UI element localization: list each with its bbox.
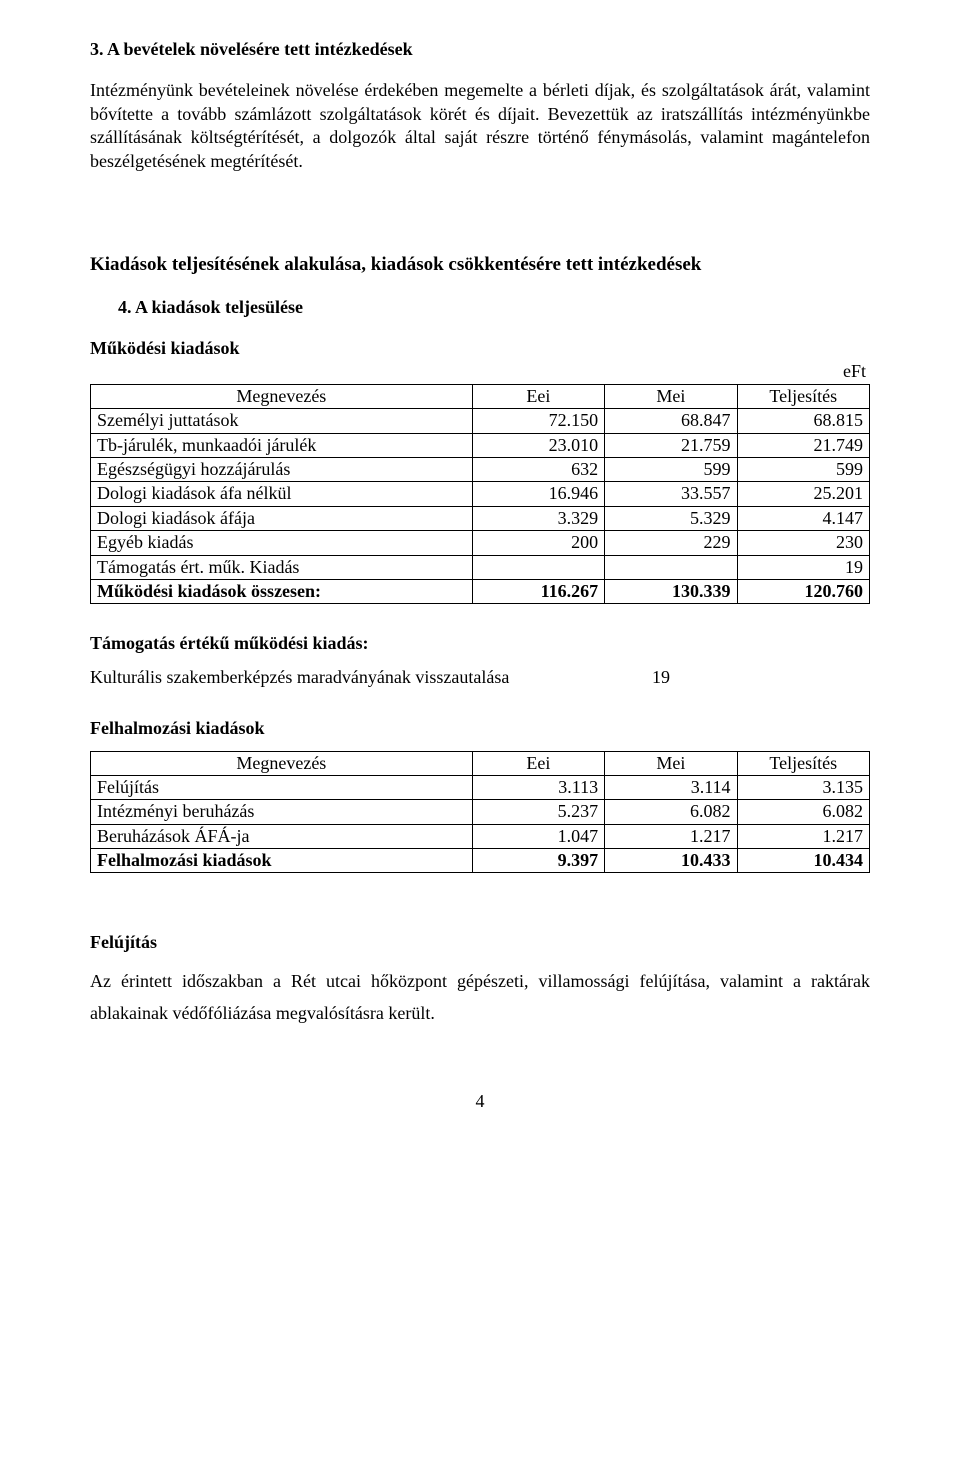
col-mei: Mei — [605, 384, 737, 408]
cell-eei — [472, 555, 604, 579]
table-row: Egészségügyi hozzájárulás 632 599 599 — [91, 457, 870, 481]
cell-name: Egészségügyi hozzájárulás — [91, 457, 473, 481]
felujitas-paragraph: Az érintett időszakban a Rét utcai hőköz… — [90, 965, 870, 1030]
table-total-row: Működési kiadások összesen: 116.267 130.… — [91, 579, 870, 603]
col-megnevezes: Megnevezés — [91, 751, 473, 775]
cell-name: Beruházások ÁFÁ-ja — [91, 824, 473, 848]
kiadasok-title: Kiadások teljesítésének alakulása, kiadá… — [90, 253, 870, 278]
cell-mei: 33.557 — [605, 482, 737, 506]
cell-total-eei: 116.267 — [472, 579, 604, 603]
table-row: Felújítás 3.113 3.114 3.135 — [91, 775, 870, 799]
cell-mei: 229 — [605, 531, 737, 555]
mukodesi-title: Működési kiadások — [90, 337, 870, 360]
cell-name: Személyi juttatások — [91, 409, 473, 433]
table-row: Egyéb kiadás 200 229 230 — [91, 531, 870, 555]
table-row: Dologi kiadások áfa nélkül 16.946 33.557… — [91, 482, 870, 506]
tamogatas-line: Kulturális szakemberképzés maradványának… — [90, 666, 870, 689]
cell-eei: 5.237 — [472, 800, 604, 824]
cell-total-mei: 10.433 — [605, 849, 737, 873]
cell-eei: 72.150 — [472, 409, 604, 433]
cell-mei: 21.759 — [605, 433, 737, 457]
cell-name: Dologi kiadások áfája — [91, 506, 473, 530]
felhalm-table: Megnevezés Eei Mei Teljesítés Felújítás … — [90, 751, 870, 874]
page-number: 4 — [90, 1090, 870, 1113]
cell-telj: 25.201 — [737, 482, 869, 506]
cell-total-telj: 120.760 — [737, 579, 869, 603]
cell-eei: 632 — [472, 457, 604, 481]
cell-eei: 23.010 — [472, 433, 604, 457]
cell-eei: 3.329 — [472, 506, 604, 530]
table-total-row: Felhalmozási kiadások 9.397 10.433 10.43… — [91, 849, 870, 873]
col-eei: Eei — [472, 384, 604, 408]
cell-mei — [605, 555, 737, 579]
cell-telj: 230 — [737, 531, 869, 555]
cell-total-name: Működési kiadások összesen: — [91, 579, 473, 603]
cell-eei: 1.047 — [472, 824, 604, 848]
col-mei: Mei — [605, 751, 737, 775]
cell-name: Felújítás — [91, 775, 473, 799]
cell-mei: 5.329 — [605, 506, 737, 530]
cell-name: Egyéb kiadás — [91, 531, 473, 555]
cell-telj: 19 — [737, 555, 869, 579]
cell-mei: 1.217 — [605, 824, 737, 848]
cell-mei: 3.114 — [605, 775, 737, 799]
felujitas-title: Felújítás — [90, 931, 870, 954]
felhalm-title: Felhalmozási kiadások — [90, 717, 870, 740]
table-row: Tb-járulék, munkaadói járulék 23.010 21.… — [91, 433, 870, 457]
cell-total-telj: 10.434 — [737, 849, 869, 873]
cell-total-name: Felhalmozási kiadások — [91, 849, 473, 873]
cell-total-mei: 130.339 — [605, 579, 737, 603]
cell-mei: 6.082 — [605, 800, 737, 824]
cell-name: Támogatás ért. műk. Kiadás — [91, 555, 473, 579]
tamogatas-value: 19 — [652, 666, 870, 689]
table-row: Személyi juttatások 72.150 68.847 68.815 — [91, 409, 870, 433]
cell-telj: 21.749 — [737, 433, 869, 457]
table-header-row: Megnevezés Eei Mei Teljesítés — [91, 751, 870, 775]
cell-mei: 599 — [605, 457, 737, 481]
cell-eei: 3.113 — [472, 775, 604, 799]
cell-telj: 3.135 — [737, 775, 869, 799]
cell-name: Tb-járulék, munkaadói járulék — [91, 433, 473, 457]
col-teljesites: Teljesítés — [737, 384, 869, 408]
cell-telj: 599 — [737, 457, 869, 481]
table-row: Beruházások ÁFÁ-ja 1.047 1.217 1.217 — [91, 824, 870, 848]
cell-total-eei: 9.397 — [472, 849, 604, 873]
mukodesi-table: Megnevezés Eei Mei Teljesítés Személyi j… — [90, 384, 870, 605]
document-page: 3. A bevételek növelésére tett intézkedé… — [0, 0, 960, 1153]
cell-name: Intézményi beruházás — [91, 800, 473, 824]
section-3-heading: 3. A bevételek növelésére tett intézkedé… — [90, 38, 870, 61]
section-3-paragraph: Intézményünk bevételeinek növelése érdek… — [90, 79, 870, 173]
cell-telj: 1.217 — [737, 824, 869, 848]
mukodesi-unit: eFt — [90, 360, 870, 383]
col-teljesites: Teljesítés — [737, 751, 869, 775]
cell-eei: 200 — [472, 531, 604, 555]
cell-name: Dologi kiadások áfa nélkül — [91, 482, 473, 506]
tamogatas-text: Kulturális szakemberképzés maradványának… — [90, 666, 509, 689]
cell-mei: 68.847 — [605, 409, 737, 433]
cell-telj: 4.147 — [737, 506, 869, 530]
col-eei: Eei — [472, 751, 604, 775]
kiadasok-sub-4: 4. A kiadások teljesülése — [118, 296, 870, 319]
table-header-row: Megnevezés Eei Mei Teljesítés — [91, 384, 870, 408]
table-row: Dologi kiadások áfája 3.329 5.329 4.147 — [91, 506, 870, 530]
col-megnevezes: Megnevezés — [91, 384, 473, 408]
tamogatas-title: Támogatás értékű működési kiadás: — [90, 632, 870, 655]
table-row: Intézményi beruházás 5.237 6.082 6.082 — [91, 800, 870, 824]
cell-eei: 16.946 — [472, 482, 604, 506]
cell-telj: 6.082 — [737, 800, 869, 824]
table-row: Támogatás ért. műk. Kiadás 19 — [91, 555, 870, 579]
cell-telj: 68.815 — [737, 409, 869, 433]
